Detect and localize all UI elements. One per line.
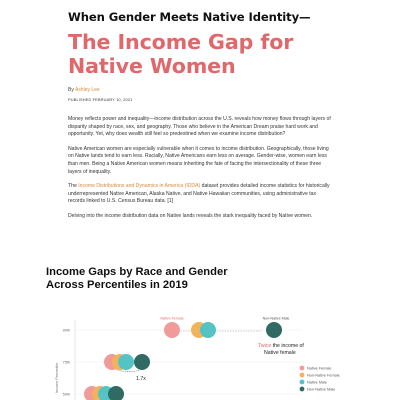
- idda-dataset-link[interactable]: Income Distributions and Dynamics in Ame…: [78, 183, 201, 190]
- annotation-non-native-male: Non-Native Male: [263, 317, 290, 321]
- author-link[interactable]: Ashley Lee: [74, 87, 100, 93]
- twice-rest: the income of: [271, 343, 304, 349]
- annotation-twice: Twice the income of: [258, 343, 304, 349]
- article-headline: The Income Gap for Native Women: [68, 30, 332, 78]
- dot-90th-native-female: [164, 322, 180, 338]
- tick-label-90th: 90th: [63, 329, 70, 333]
- tick-label-50th: 50th: [63, 393, 70, 397]
- headline-line-2: Native Women: [68, 54, 236, 78]
- dot-50th-non-native-male: [108, 386, 124, 400]
- paragraph-2: Native American women are especially vul…: [68, 145, 329, 175]
- article-kicker: When Gender Meets Native Identity—: [68, 10, 311, 24]
- paragraph-3-start: The: [68, 183, 79, 190]
- annotation-twice-line-2: Native female: [264, 350, 296, 356]
- legend-swatch-native-female: [299, 365, 305, 371]
- chart-title-line-2: Across Percentiles in 2019: [46, 279, 188, 291]
- legend-swatch-non-native-female: [299, 372, 305, 378]
- publish-date: PUBLISHED FEBRUARY 10, 2021: [68, 97, 133, 102]
- income-gap-chart: 90th 75th 50th Income Percentile Native …: [55, 317, 340, 400]
- article: When Gender Meets Native Identity— The I…: [68, 10, 332, 221]
- annotation-ratio: 1.7x: [136, 376, 146, 382]
- legend-label-native-female: Native Female: [307, 366, 331, 370]
- tick-label-75th: 75th: [63, 361, 70, 365]
- legend-swatch-non-native-male: [299, 386, 305, 392]
- legend-label-non-native-male: Non-Native Male: [307, 387, 335, 391]
- dot-90th-non-native-male: [266, 322, 282, 338]
- legend-label-native-male: Native Male: [307, 380, 327, 384]
- twice-word: Twice: [258, 343, 271, 349]
- annotation-native-female: Native Female: [160, 317, 183, 321]
- dot-90th-native-male: [200, 322, 216, 338]
- paragraph-3: The Income Distributions and Dynamics in…: [68, 183, 332, 206]
- paragraph-1: Money reflects power and inequality—inco…: [68, 116, 331, 138]
- legend-label-non-native-female: Non-Native Female: [307, 373, 340, 377]
- byline: By Ashley Lee: [68, 87, 332, 93]
- y-axis-label: Income Percentile: [55, 363, 59, 393]
- chart-title-line-1: Income Gaps by Race and Gender: [46, 266, 228, 278]
- legend-swatch-native-male: [299, 379, 305, 385]
- dot-75th-native-male: [118, 354, 134, 370]
- dot-75th-non-native-male: [134, 354, 150, 370]
- headline-line-1: The Income Gap for: [68, 30, 294, 54]
- paragraph-3-end: dataset provides detailed income statist…: [68, 183, 330, 205]
- paragraph-4: Delving into the income distribution dat…: [68, 212, 313, 219]
- chart-title: Income Gaps by Race and Gender Across Pe…: [46, 266, 276, 292]
- byline-prefix: By: [68, 87, 74, 93]
